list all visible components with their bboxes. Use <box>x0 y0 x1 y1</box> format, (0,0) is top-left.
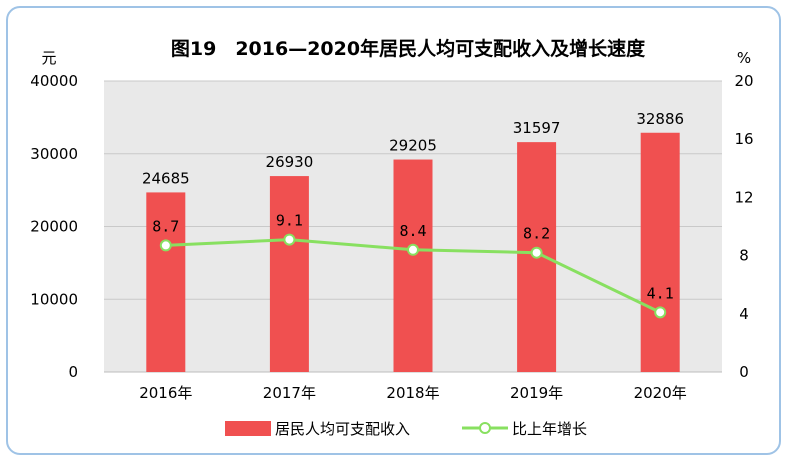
legend: 居民人均可支配收入 比上年增长 <box>225 420 587 438</box>
legend-line-label: 比上年增长 <box>512 420 587 438</box>
income-bar <box>146 192 186 372</box>
right-axis-unit: % <box>737 49 751 67</box>
x-axis-tick: 2020年 <box>634 384 687 402</box>
growth-value-label: 8.2 <box>523 225 550 243</box>
left-axis-tick: 40000 <box>30 72 78 90</box>
growth-point <box>530 246 543 259</box>
left-axis-unit: 元 <box>41 49 56 67</box>
chart-title: 图19 2016—2020年居民人均可支配收入及增长速度 <box>171 37 646 60</box>
legend-bar-swatch <box>225 421 271 436</box>
x-axis-tick: 2018年 <box>386 384 439 402</box>
income-value-label: 26930 <box>266 153 314 171</box>
legend-bar-label: 居民人均可支配收入 <box>275 420 410 438</box>
x-axis-tick: 2016年 <box>139 384 192 402</box>
right-axis-tick: 20 <box>734 72 753 90</box>
income-value-label: 31597 <box>513 119 561 137</box>
right-axis-tick: 0 <box>739 363 749 381</box>
growth-point <box>283 233 296 246</box>
growth-point <box>407 243 419 256</box>
growth-point <box>654 306 667 319</box>
income-bar <box>393 159 433 372</box>
right-axis-tick: 12 <box>734 188 753 206</box>
growth-value-label: 8.7 <box>152 217 179 235</box>
income-value-label: 24685 <box>142 169 190 187</box>
left-axis-tick: 30000 <box>30 145 78 163</box>
growth-point <box>159 239 172 252</box>
income-bar <box>269 176 309 372</box>
growth-value-label: 4.1 <box>647 284 674 302</box>
growth-value-label: 9.1 <box>276 212 303 230</box>
income-bar <box>640 132 680 372</box>
right-axis-tick: 4 <box>739 305 749 323</box>
right-axis-tick: 8 <box>739 247 749 265</box>
left-axis-tick: 10000 <box>30 290 78 308</box>
right-axis-tick: 16 <box>734 130 753 148</box>
x-axis-tick: 2019年 <box>510 384 563 402</box>
income-value-label: 32886 <box>636 110 684 128</box>
x-axis-tick: 2017年 <box>263 384 316 402</box>
legend-line-marker <box>479 422 491 434</box>
income-value-label: 29205 <box>389 137 437 155</box>
left-axis-tick: 20000 <box>30 218 78 236</box>
left-axis-tick: 0 <box>68 363 78 381</box>
growth-value-label: 8.4 <box>399 222 426 240</box>
